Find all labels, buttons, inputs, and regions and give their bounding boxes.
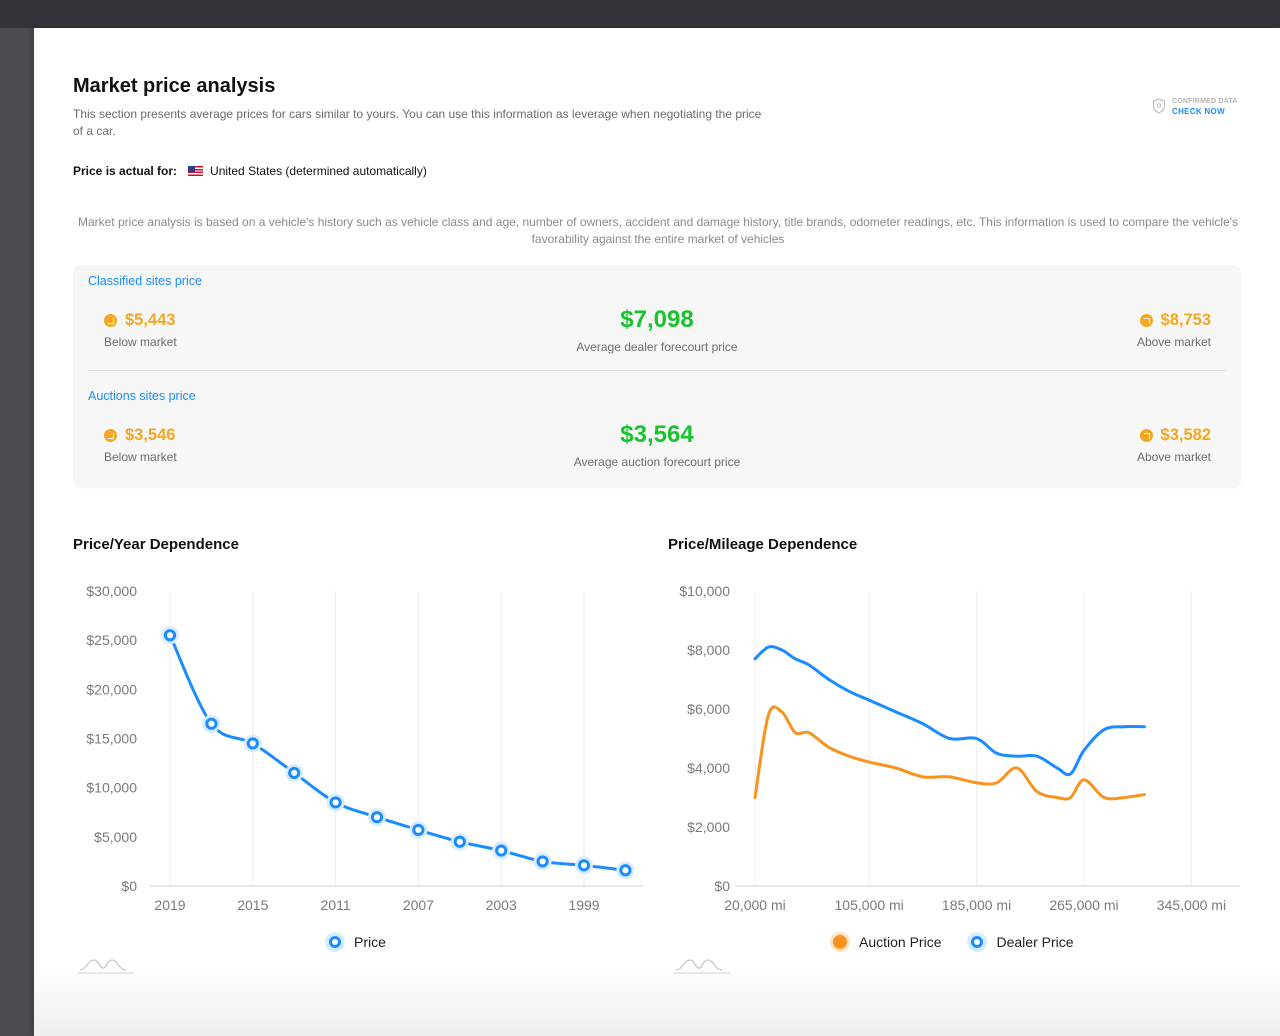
- report-page: Market price analysis This section prese…: [34, 28, 1280, 1036]
- section-divider: [88, 370, 1226, 371]
- series-line-0: [168, 633, 627, 872]
- auctions-above-amount: $3,582: [1160, 426, 1211, 444]
- legend-marker-icon: [967, 932, 988, 952]
- mileage-chart-title: Price/Mileage Dependence: [668, 536, 858, 553]
- page-bottom-fade: [34, 966, 1280, 1036]
- year-chart-title: Price/Year Dependence: [73, 536, 239, 553]
- x-tick-label: 2011: [321, 897, 351, 913]
- x-tick-label: 185,000 mi: [942, 897, 1011, 913]
- x-tick-label: 265,000 mi: [1049, 897, 1118, 913]
- x-tick-label: 105,000 mi: [835, 897, 904, 913]
- price-region-label: Price is actual for:: [73, 164, 178, 178]
- data-point: [536, 855, 549, 868]
- confirmed-data-label: CONFIRMED DATA: [1172, 98, 1238, 105]
- legend-item-price[interactable]: Price: [325, 932, 386, 952]
- y-tick-label: $10,000: [679, 583, 730, 599]
- data-point: [246, 737, 259, 750]
- auctions-below-value: $3,546: [104, 426, 175, 445]
- intro-text: This section presents average prices for…: [73, 107, 762, 138]
- wave-icon: [674, 959, 730, 974]
- legend-label-auction: Auction Price: [859, 934, 942, 950]
- legend-item-dealer-price[interactable]: Dealer Price: [967, 932, 1074, 952]
- auctions-section-title: Auctions sites price: [88, 389, 196, 403]
- classified-section-title: Classified sites price: [88, 274, 202, 288]
- data-point: [453, 835, 466, 848]
- shield-icon: [1152, 98, 1166, 114]
- legend-item-auction-price[interactable]: Auction Price: [830, 932, 941, 952]
- classified-average-value: $7,098: [620, 306, 694, 333]
- confirmed-data-badge[interactable]: CONFIRMED DATA CHECK NOW: [1152, 98, 1262, 118]
- classified-average-label: Average dealer forecourt price: [576, 340, 738, 354]
- x-tick-label: 345,000 mi: [1157, 897, 1226, 913]
- y-tick-label: $8,000: [687, 642, 730, 658]
- price-summary-panel: Classified sites price $5,443 Below mark…: [73, 265, 1241, 489]
- auctions-above-value: $3,582: [1139, 426, 1211, 445]
- x-tick-label: 2003: [486, 897, 517, 913]
- legend-marker-icon: [830, 932, 850, 952]
- data-point: [329, 796, 342, 809]
- classified-below-amount: $5,443: [125, 311, 176, 329]
- auctions-average-label: Average auction forecourt price: [573, 455, 741, 469]
- classified-below-value: $5,443: [104, 311, 175, 330]
- price-region: Price is actual for: United States (dete…: [73, 164, 427, 178]
- data-point: [370, 811, 384, 824]
- data-point: [495, 844, 508, 857]
- classified-below-label: Below market: [104, 335, 177, 349]
- arrow-down-icon: [104, 429, 117, 442]
- data-point: [205, 717, 218, 730]
- year-chart-legend: Price: [325, 932, 412, 952]
- classified-above-value: $8,753: [1139, 311, 1211, 330]
- x-tick-label: 1999: [568, 897, 599, 913]
- y-tick-label: $5,000: [94, 829, 137, 845]
- legend-label-price: Price: [354, 934, 386, 950]
- x-tick-label: 20,000 mi: [724, 897, 785, 913]
- browser-top-bar: [0, 0, 1280, 28]
- y-tick-label: $30,000: [86, 583, 137, 599]
- us-flag-icon: [188, 166, 204, 176]
- y-tick-label: $20,000: [86, 681, 137, 697]
- series-line-1: [753, 645, 1146, 777]
- series-line-0: [753, 705, 1146, 801]
- auctions-below-amount: $3,546: [125, 426, 176, 444]
- auctions-above-label: Above market: [1136, 450, 1211, 464]
- auctions-average-value: $3,564: [620, 421, 694, 448]
- legend-label-dealer: Dealer Price: [996, 934, 1074, 950]
- arrow-down-icon: [104, 314, 117, 327]
- legend-marker-icon: [325, 932, 345, 952]
- price-mileage-chart: $0 $2,000 $4,000 $6,000 $8,000 $10,000 20,000 …: [679, 583, 1240, 913]
- arrow-up-icon: [1139, 314, 1153, 327]
- data-point: [577, 859, 591, 872]
- data-point: [163, 629, 177, 642]
- price-region-value: United States (determined automatically): [210, 164, 427, 178]
- x-tick-label: 2019: [154, 897, 185, 913]
- auctions-below-label: Below market: [104, 450, 177, 464]
- y-tick-label: $15,000: [86, 731, 137, 747]
- analysis-note: Market price analysis is based on a vehi…: [77, 215, 1239, 246]
- x-tick-label: 2007: [403, 897, 434, 913]
- y-tick-label: $10,000: [86, 780, 137, 796]
- y-tick-label: $2,000: [687, 819, 730, 835]
- classified-above-label: Above market: [1136, 335, 1211, 349]
- y-tick-label: $0: [714, 878, 730, 894]
- mileage-chart-legend: Auction Price Dealer Price: [830, 932, 1100, 952]
- data-point: [288, 766, 301, 780]
- check-now-link[interactable]: CHECK NOW: [1172, 107, 1225, 116]
- page-title: Market price analysis: [73, 75, 276, 97]
- y-tick-label: $4,000: [687, 760, 730, 776]
- y-tick-label: $25,000: [86, 632, 137, 648]
- arrow-up-icon: [1139, 429, 1153, 442]
- left-sidebar-strip: [0, 28, 34, 1036]
- classified-above-amount: $8,753: [1160, 311, 1211, 329]
- data-point: [619, 864, 632, 877]
- y-tick-label: $6,000: [687, 701, 730, 717]
- x-tick-label: 2015: [237, 897, 268, 913]
- data-point: [412, 823, 425, 837]
- price-year-chart: $0 $5,000 $10,000 $15,000 $20,000 $25,000 $30,…: [86, 583, 643, 913]
- wave-icon: [78, 959, 134, 974]
- y-tick-label: $0: [121, 878, 137, 894]
